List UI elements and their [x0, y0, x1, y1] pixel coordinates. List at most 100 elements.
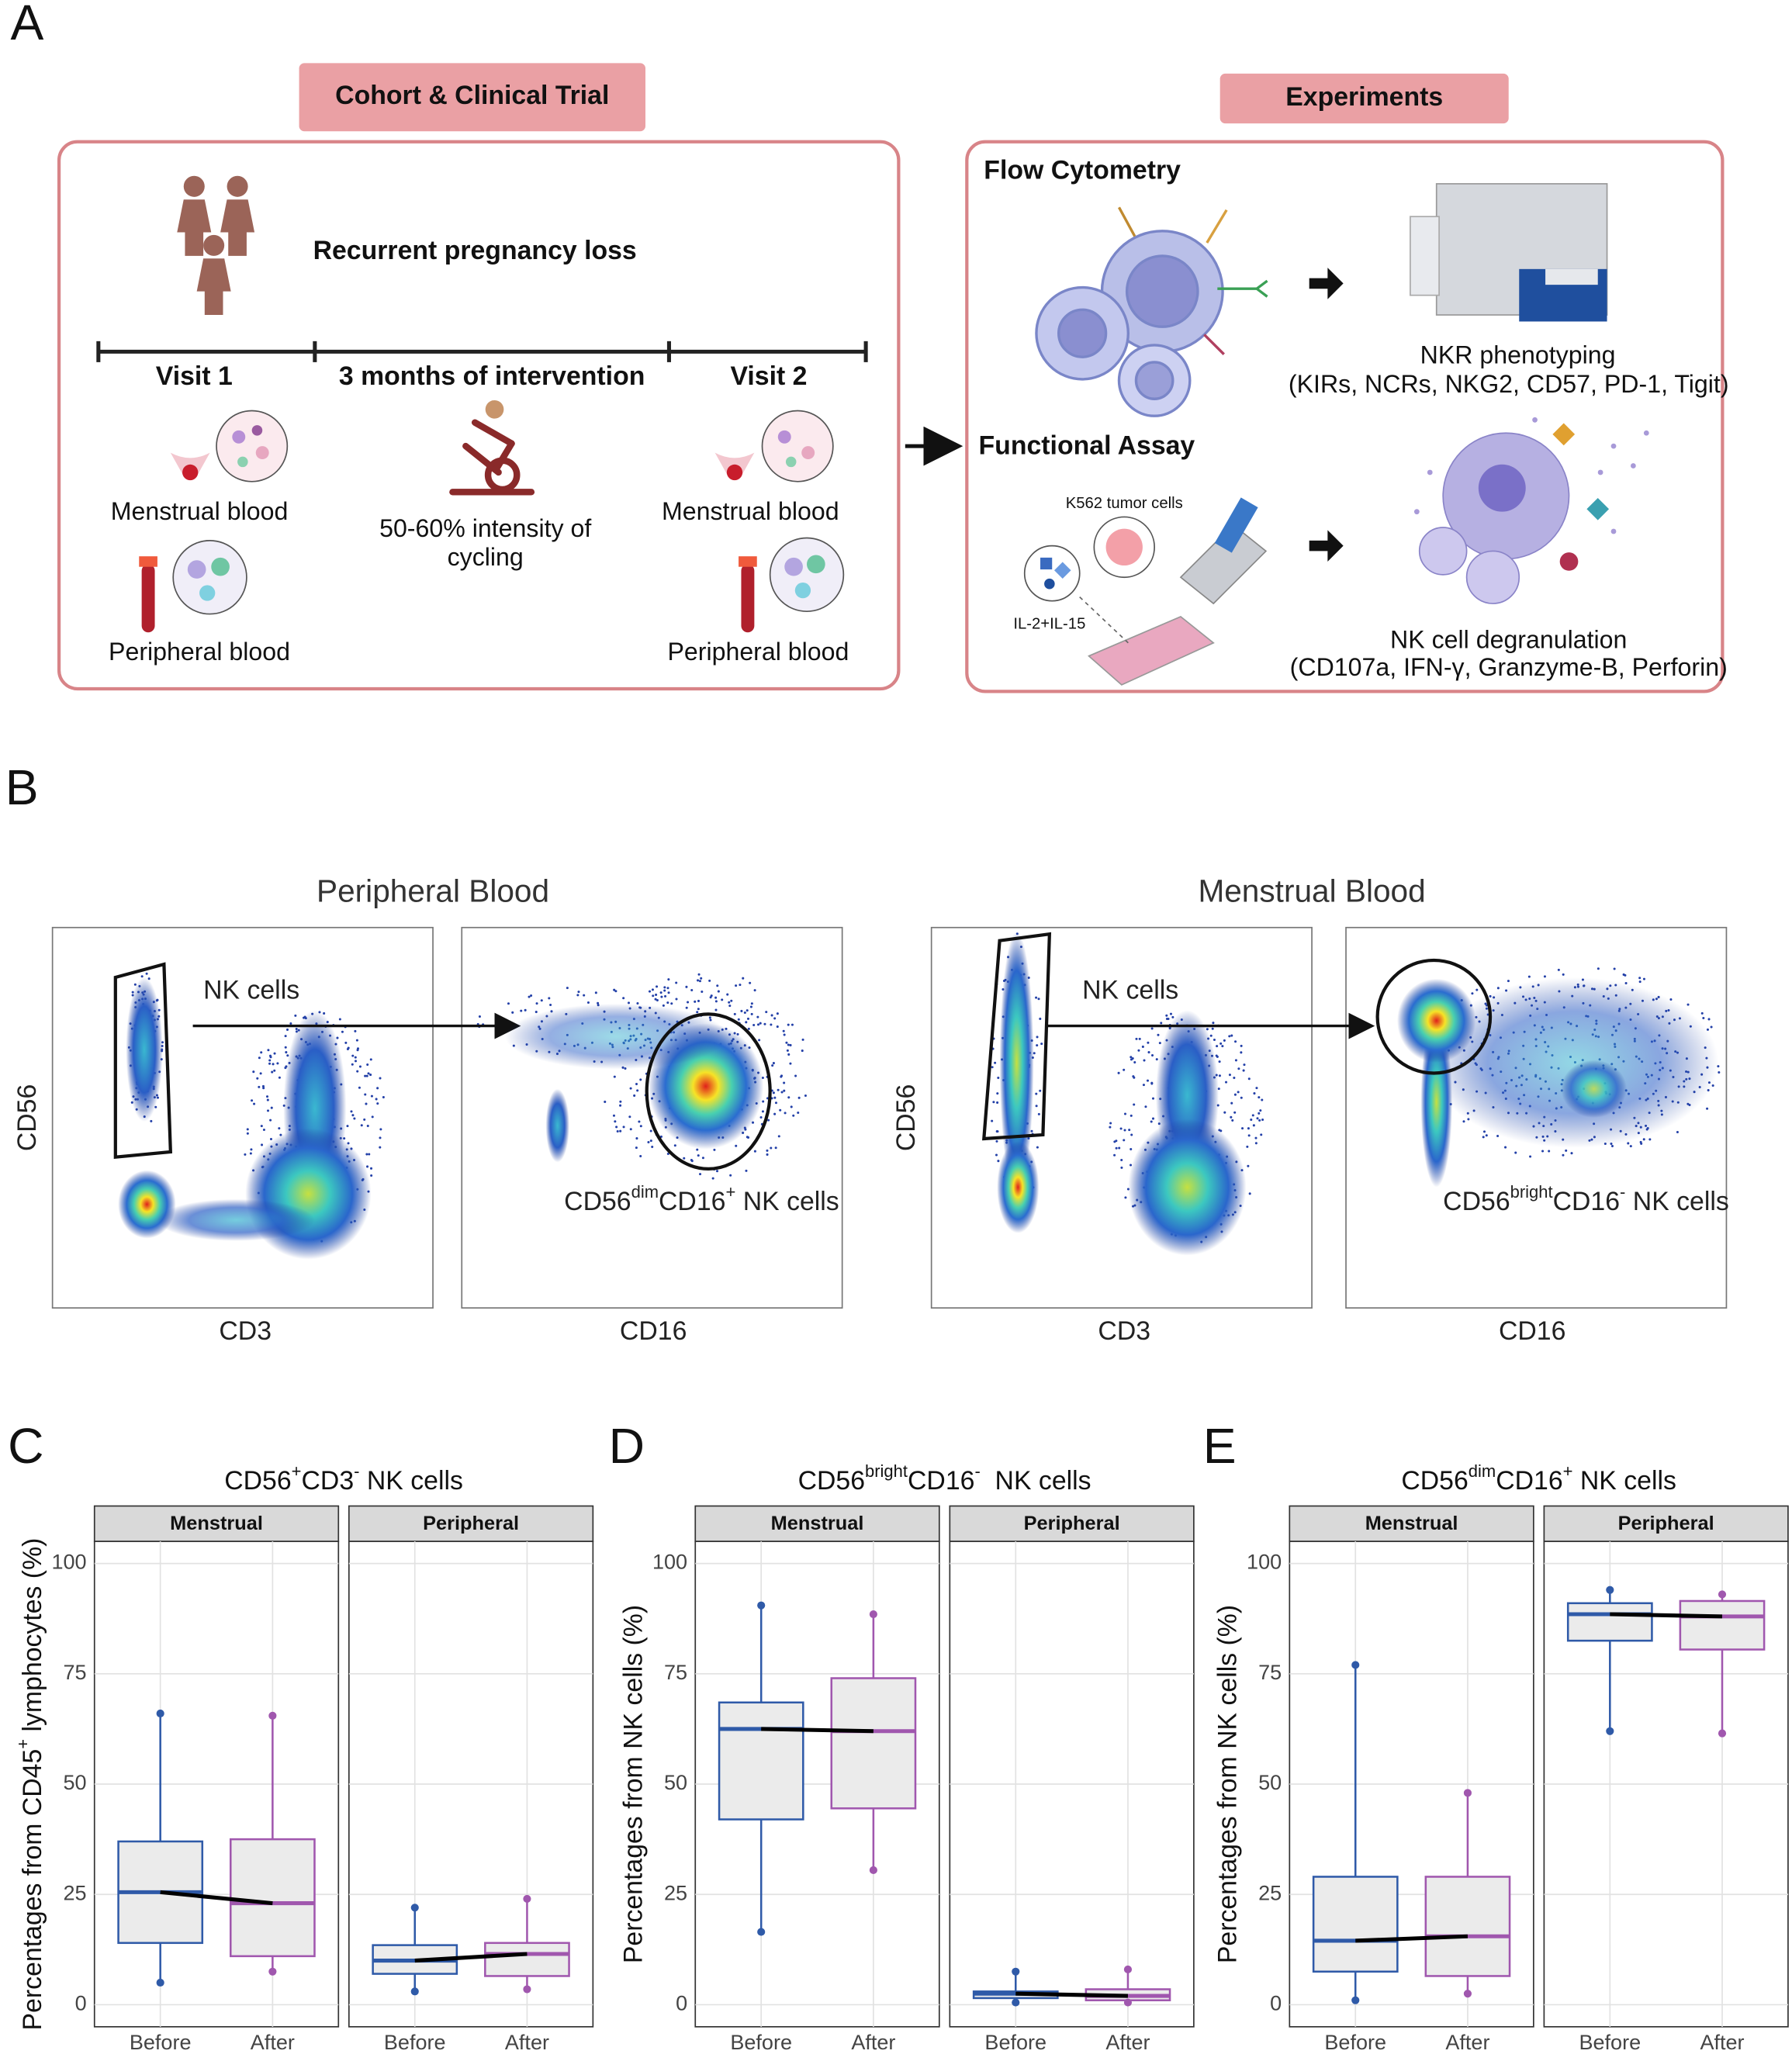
- event-dot: [654, 998, 657, 1001]
- y-tick-label: 75: [1258, 1661, 1282, 1684]
- event-dot: [1039, 1089, 1042, 1092]
- event-dot: [635, 1083, 638, 1086]
- event-dot: [1233, 1077, 1236, 1080]
- event-dot: [770, 1146, 773, 1150]
- result-label: NKR phenotyping: [1420, 341, 1616, 369]
- text-part: lymphocytes (%): [18, 1538, 47, 1739]
- header-box: [299, 63, 646, 132]
- event-dot: [1035, 1105, 1038, 1108]
- degranulation-icon: [1413, 417, 1649, 604]
- panel-letter: D: [609, 1418, 645, 1474]
- event-dot: [253, 1102, 256, 1105]
- event-dot: [1141, 1045, 1144, 1048]
- x-tick-label: After: [1445, 2031, 1489, 2054]
- event-dot: [773, 1017, 777, 1020]
- event-dot: [270, 1106, 273, 1109]
- event-dot: [730, 999, 733, 1002]
- event-dot: [667, 991, 670, 994]
- event-dot: [1113, 1153, 1116, 1157]
- panel-letter: B: [5, 759, 39, 815]
- population: [126, 977, 163, 1122]
- event-dot: [701, 1157, 704, 1160]
- event-dot: [1147, 1051, 1150, 1054]
- panel-title: CD56+CD3- NK cells: [224, 1461, 463, 1496]
- population: [1561, 1060, 1627, 1118]
- event-dot: [355, 1039, 358, 1042]
- gate-label: NK cells: [1082, 976, 1178, 1005]
- event-dot: [1039, 1017, 1042, 1020]
- event-dot: [780, 1091, 784, 1094]
- event-dot: [1219, 1042, 1223, 1045]
- event-dot: [779, 1108, 782, 1112]
- timeline-label: Visit 2: [730, 361, 807, 391]
- facet-label: Peripheral: [1618, 1513, 1714, 1534]
- header: Experiments: [1285, 82, 1443, 112]
- event-dot: [772, 1091, 775, 1094]
- event-dot: [635, 1146, 638, 1150]
- event-dot: [697, 979, 700, 982]
- event-dot: [627, 1001, 631, 1005]
- text-part: -: [354, 1461, 359, 1481]
- event-dot: [1462, 1120, 1465, 1123]
- event-dot: [1137, 1049, 1140, 1052]
- event-dot: [1496, 1134, 1500, 1137]
- point: [1463, 1789, 1472, 1797]
- y-tick-label: 75: [64, 1661, 87, 1684]
- text-part: NK cells: [359, 1466, 462, 1496]
- event-dot: [759, 1022, 762, 1025]
- event-dot: [249, 1152, 252, 1155]
- event-dot: [251, 1099, 254, 1102]
- event-dot: [652, 994, 655, 998]
- event-dot: [382, 1096, 385, 1099]
- event-dot: [1144, 1105, 1147, 1108]
- event-dot: [284, 1035, 287, 1038]
- event-dot: [1133, 1076, 1136, 1079]
- axis-label: CD16: [1499, 1316, 1565, 1346]
- point: [757, 1601, 766, 1610]
- y-axis-label: Percentages from NK cells (%): [1213, 1605, 1242, 1963]
- facet-label: Menstrual: [771, 1513, 864, 1534]
- event-dot: [1648, 1138, 1652, 1141]
- event-dot: [379, 1146, 382, 1149]
- population: [999, 931, 1034, 1195]
- event-dot: [639, 1078, 642, 1081]
- event-dot: [1527, 975, 1531, 978]
- event-dot: [649, 1139, 652, 1143]
- event-dot: [752, 1024, 756, 1027]
- event-dot: [266, 1098, 269, 1101]
- y-tick-label: 0: [1270, 1992, 1282, 2015]
- event-dot: [289, 1022, 292, 1025]
- event-dot: [1233, 1111, 1237, 1114]
- text-part: CD16: [1553, 1187, 1620, 1216]
- event-dot: [1543, 975, 1546, 978]
- event-dot: [1171, 1015, 1174, 1018]
- y-tick-label: 0: [676, 1992, 687, 2015]
- event-dot: [534, 1011, 538, 1014]
- condition: Recurrent pregnancy loss: [313, 236, 637, 265]
- box: [830, 1677, 917, 1810]
- event-dot: [735, 984, 738, 987]
- event-dot: [266, 1109, 270, 1112]
- x-tick-label: After: [251, 2031, 295, 2054]
- event-dot: [1240, 1044, 1243, 1047]
- event-dot: [1248, 1192, 1251, 1195]
- event-dot: [1258, 1096, 1261, 1099]
- event-dot: [1223, 1111, 1226, 1114]
- point: [268, 1967, 277, 1976]
- event-dot: [1613, 967, 1616, 970]
- event-dot: [774, 1101, 777, 1105]
- assay-label: IL-2+IL-15: [1013, 615, 1085, 632]
- event-dot: [1686, 1003, 1690, 1006]
- event-dot: [1213, 1038, 1216, 1042]
- text-part: CD56: [564, 1187, 631, 1216]
- event-dot: [1246, 1145, 1249, 1148]
- event-dot: [619, 1100, 622, 1103]
- flow-plots: [51, 926, 1728, 1309]
- cohort-box: [57, 140, 901, 691]
- event-dot: [687, 1001, 690, 1004]
- event-dot: [1120, 1159, 1123, 1162]
- panel-title: CD56dimCD16+ NK cells: [1401, 1461, 1676, 1496]
- event-dot: [256, 1077, 259, 1080]
- event-dot: [354, 1029, 357, 1032]
- header-box: [1219, 73, 1509, 124]
